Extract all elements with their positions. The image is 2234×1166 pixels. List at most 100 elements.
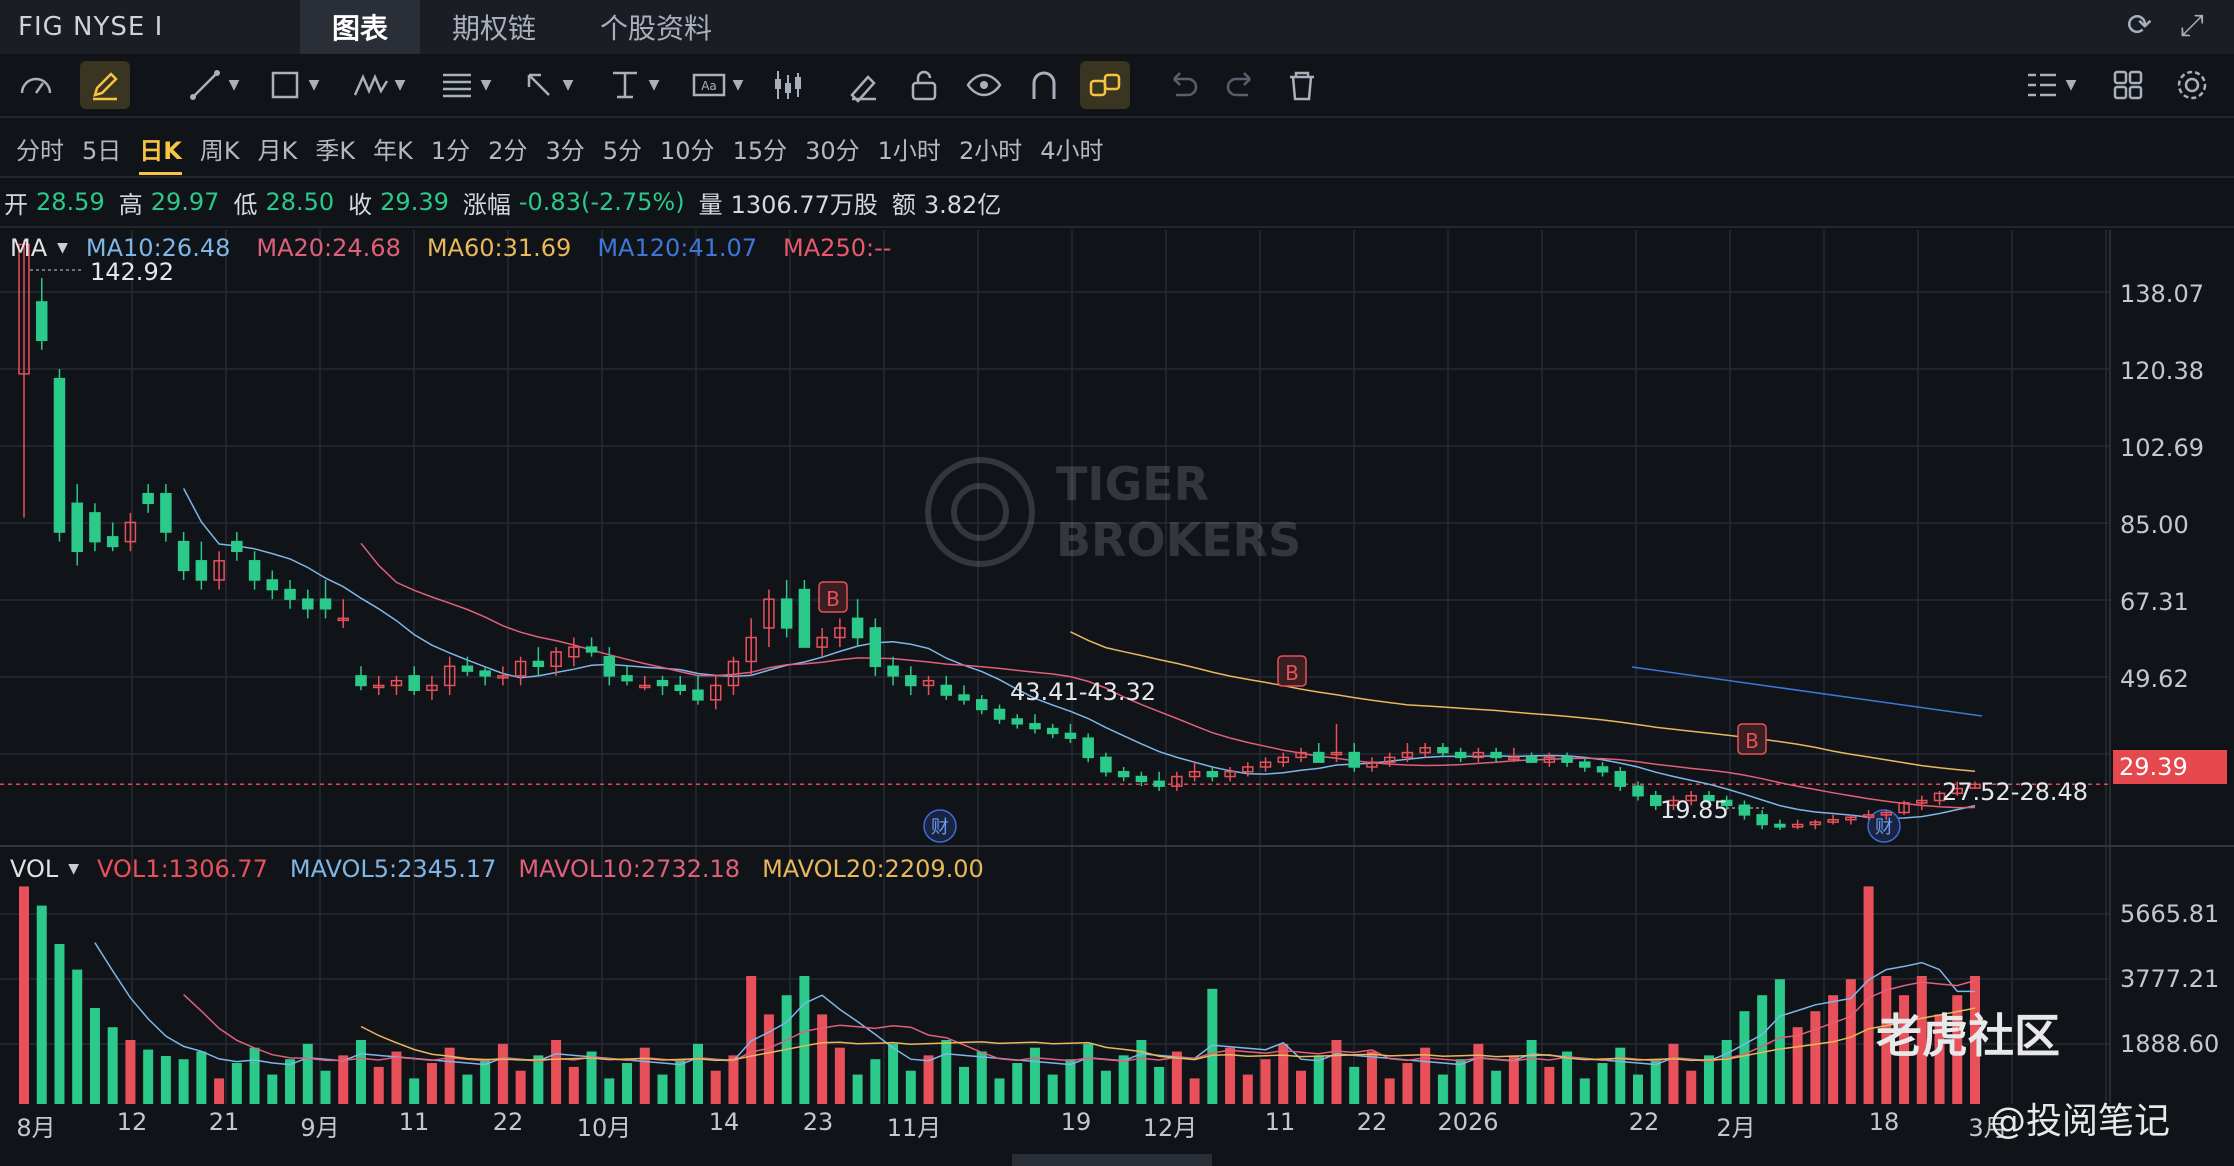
candle-body [1969,783,1981,789]
volume-bar [1065,1059,1076,1104]
refresh-icon[interactable]: ⟳ [2126,8,2152,43]
fullscreen-icon[interactable]: ⤢ [2180,8,2204,43]
buy-marker-label: B [1745,729,1759,753]
period-2[interactable]: 日K [139,131,182,175]
volume-bar [1810,1011,1821,1104]
period-7[interactable]: 1分 [430,136,471,165]
ma-legend-title[interactable]: MA [10,234,48,262]
candle-body [1313,751,1325,763]
chart-scroll-handle[interactable] [1012,1154,1212,1166]
volume-bar [1774,979,1785,1104]
volume-bar [604,1078,615,1104]
mavol5-label: MAVOL5:2345.17 [289,855,497,883]
text-box-icon[interactable]: Aa ▼ [684,58,748,112]
fib-icon[interactable]: ▼ [432,58,496,112]
period-13[interactable]: 30分 [805,136,860,165]
arrow-icon[interactable]: ▼ [514,58,578,112]
volume-bar [1278,1043,1289,1104]
candle-body [1171,775,1183,787]
low-label: 低 [233,190,258,219]
period-5[interactable]: 季K [315,136,356,165]
range-annotation-2: 27.52-28.48 [1942,778,2089,806]
link-icon[interactable] [1080,61,1130,109]
period-15[interactable]: 2小时 [958,136,1023,165]
candle-body [1543,756,1556,763]
period-3[interactable]: 周K [199,136,240,165]
volume-bar [1597,1063,1608,1104]
tab-stock-profile[interactable]: 个股资料 [600,12,713,45]
period-10[interactable]: 5分 [602,136,643,165]
x-tick-label: 21 [208,1108,240,1136]
undo-icon[interactable] [1160,58,1204,112]
price-tick: 85.00 [2120,511,2189,539]
rectangle-icon[interactable]: ▼ [262,58,322,112]
candle-body [1082,737,1094,759]
candle-body [160,492,172,533]
candle-body [1366,761,1378,768]
trend-line-icon[interactable]: ▼ [182,58,242,112]
grid-icon[interactable] [2106,58,2150,112]
candle-body [195,560,208,581]
volume-bar [1650,1059,1661,1104]
chevron-down-icon[interactable]: ▼ [57,240,68,256]
wave-icon[interactable]: ▼ [346,58,410,112]
ma120-label: MA120:41.07 [597,234,758,262]
open-value: 28.59 [36,188,105,216]
amount-label: 额 [891,190,916,219]
volume-bar [249,1047,260,1104]
tab-option-chain[interactable]: 期权链 [452,12,537,45]
chevron-down-icon[interactable]: ▼ [68,861,80,877]
period-12[interactable]: 15分 [732,136,788,165]
period-6[interactable]: 年K [373,136,413,165]
change-label: 涨幅 [462,190,511,219]
draw-pen-icon[interactable] [80,61,130,109]
candle-body [302,598,314,610]
volume-bar [1331,1040,1342,1104]
volume-bar [1615,1047,1626,1104]
price-tick: 102.69 [2120,434,2204,462]
tab-chart[interactable]: 图表 [300,0,421,54]
candle-body [390,679,403,687]
period-0[interactable]: 分时 [16,136,64,165]
eraser-icon[interactable] [842,58,886,112]
x-tick-label: 14 [708,1108,740,1136]
trash-icon[interactable] [1280,58,1324,112]
earnings-marker [923,809,957,843]
period-16[interactable]: 4小时 [1040,136,1104,165]
ma60-label: MA60:31.69 [426,234,572,262]
period-9[interactable]: 3分 [545,136,585,165]
volume-bar [675,1059,686,1104]
gear-icon[interactable] [2170,58,2214,112]
period-8[interactable]: 2分 [488,136,528,165]
vol-legend-title[interactable]: VOL [10,855,59,883]
volume-bar [1757,995,1768,1104]
volume-bar [143,1049,154,1104]
period-divider [0,176,2234,178]
eye-icon[interactable] [962,58,1006,112]
buy-marker [1737,723,1767,755]
candle-body [1472,751,1485,759]
candle-body [1454,751,1467,759]
candle-body [1295,751,1307,759]
text-line-icon[interactable]: ▼ [600,58,664,112]
layout-icon[interactable]: ▼ [2014,58,2084,112]
period-1[interactable]: 5日 [82,136,122,165]
lock-icon[interactable] [902,58,946,112]
candle-icon[interactable] [766,58,810,112]
volume-bar [1579,1078,1590,1104]
period-11[interactable]: 10分 [660,136,715,165]
period-4[interactable]: 月K [257,136,298,165]
indicator-gauge-icon[interactable] [14,58,58,112]
candle-body [1703,794,1715,802]
candle-body [1100,756,1112,773]
close-label: 收 [348,190,373,219]
redo-icon[interactable] [1220,58,1264,112]
buy-marker-label: B [1285,661,1299,685]
period-14[interactable]: 1小时 [877,136,941,165]
candle-body [408,675,420,692]
candle-body [514,660,527,677]
buy-marker [1277,655,1307,687]
magnet-icon[interactable] [1022,58,1066,112]
candle-body [1614,771,1627,787]
